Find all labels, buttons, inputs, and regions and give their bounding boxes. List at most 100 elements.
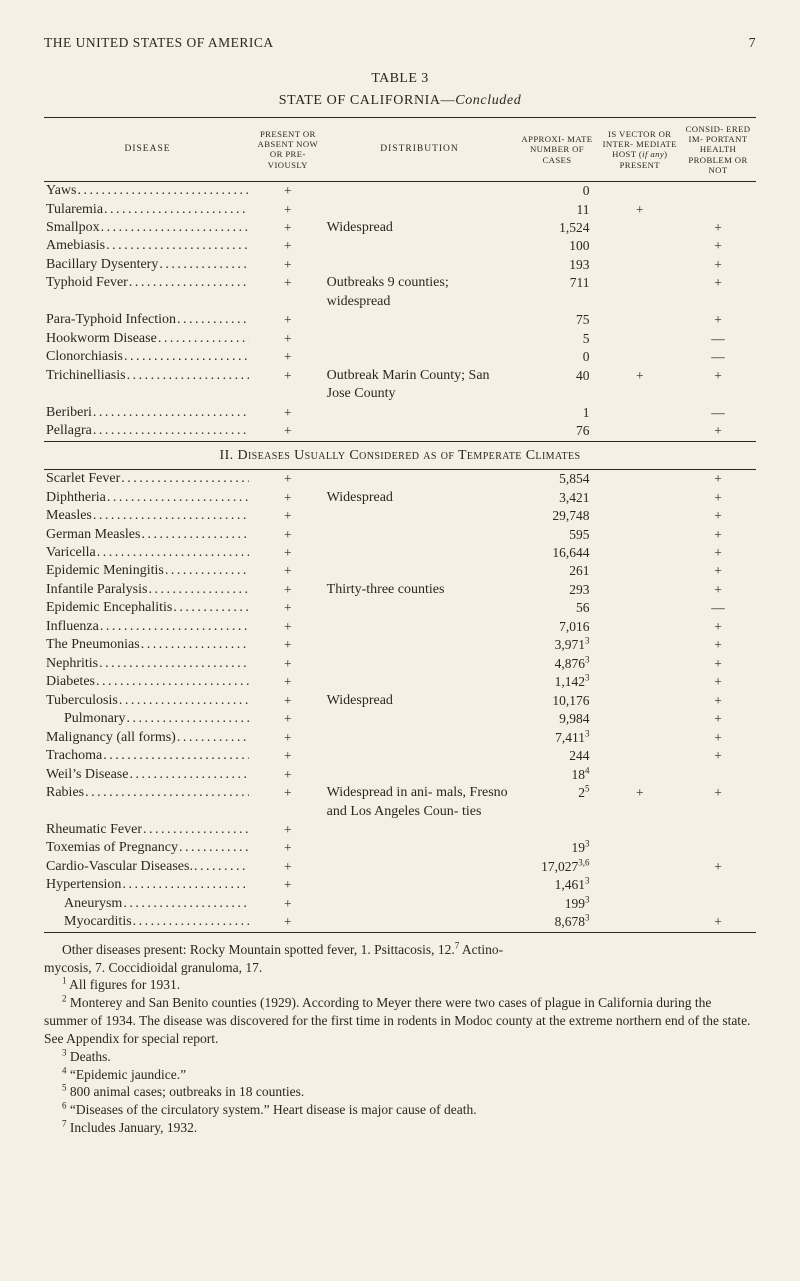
footnote-2-text: Monterey and San Benito counties (1929).…: [44, 995, 750, 1046]
present-cell: +: [251, 895, 325, 913]
table-row: Epidemic Encephalitis+56—: [44, 599, 756, 617]
consid-cell: +: [680, 729, 756, 747]
col-approx: APPROXI- MATE NUMBER OF CASES: [514, 117, 599, 181]
vector-cell: [600, 274, 681, 311]
present-cell: +: [251, 655, 325, 673]
disease-cell: Rheumatic Fever: [44, 821, 251, 839]
disease-label: Bacillary Dysentery: [46, 256, 159, 274]
table-row: The Pneumonias+3,9713+: [44, 636, 756, 654]
table-row: Hypertension+1,4613: [44, 876, 756, 894]
approx-cell: 1: [514, 404, 599, 422]
approx-cell: 3,421: [514, 489, 599, 507]
approx-cell: 244: [514, 747, 599, 765]
approx-cell: 5,854: [514, 470, 599, 489]
consid-cell: —: [680, 348, 756, 366]
disease-label: The Pneumonias: [46, 636, 141, 654]
disease-cell: Diphtheria: [44, 489, 251, 507]
distribution-cell: [325, 858, 515, 876]
disease-cell: Tularemia: [44, 201, 251, 219]
table-row: Bacillary Dysentery+193+: [44, 256, 756, 274]
disease-label: Trichinelliasis: [46, 367, 127, 385]
disease-label: Amebiasis: [46, 237, 106, 255]
consid-cell: +: [680, 219, 756, 237]
table-body-section-2: Scarlet Fever+5,854+Diphtheria+Widesprea…: [44, 470, 756, 933]
table-row: Diabetes+1,1423+: [44, 673, 756, 691]
consid-cell: +: [680, 489, 756, 507]
present-cell: +: [251, 747, 325, 765]
distribution-cell: [325, 256, 515, 274]
present-cell: +: [251, 219, 325, 237]
disease-cell: Scarlet Fever: [44, 470, 251, 489]
footnote-7-text: Includes January, 1932.: [70, 1120, 197, 1135]
consid-cell: +: [680, 655, 756, 673]
distribution-cell: Thirty-three counties: [325, 581, 515, 599]
table-row: Rabies+Widespread in ani- mals, Fresno a…: [44, 784, 756, 821]
disease-cell: Weil’s Disease: [44, 766, 251, 784]
vector-cell: [600, 729, 681, 747]
vector-cell: [600, 839, 681, 857]
table-row: Tuberculosis+Widespread10,176+: [44, 692, 756, 710]
disease-label: Rheumatic Fever: [46, 821, 143, 839]
distribution-cell: [325, 839, 515, 857]
distribution-cell: [325, 330, 515, 348]
vector-cell: [600, 636, 681, 654]
present-cell: +: [251, 913, 325, 932]
disease-cell: Myocarditis: [44, 913, 251, 932]
present-cell: +: [251, 507, 325, 525]
vector-cell: [600, 526, 681, 544]
disease-cell: Infantile Paralysis: [44, 581, 251, 599]
leader-dots: [106, 237, 249, 255]
vector-cell: [600, 237, 681, 255]
approx-cell: 1993: [514, 895, 599, 913]
footnote-2: 2 Monterey and San Benito counties (1929…: [44, 994, 756, 1047]
leader-dots: [93, 404, 249, 422]
disease-cell: Toxemias of Pregnancy: [44, 839, 251, 857]
disease-label: Epidemic Meningitis: [46, 562, 165, 580]
leader-dots: [93, 422, 249, 440]
vector-cell: [600, 348, 681, 366]
col-distribution: distribution: [325, 117, 515, 181]
table-title: STATE OF CALIFORNIA—Concluded: [44, 92, 756, 110]
disease-label: Yaws: [46, 182, 77, 200]
approx-cell: 0: [514, 182, 599, 201]
approx-sup: 3: [585, 673, 590, 683]
vector-cell: [600, 470, 681, 489]
approx-cell: 8,6783: [514, 913, 599, 932]
vector-cell: [600, 256, 681, 274]
disease-cell: Trachoma: [44, 747, 251, 765]
table-row: Beriberi+1—: [44, 404, 756, 422]
disease-cell: Trichinelliasis: [44, 367, 251, 404]
present-cell: +: [251, 182, 325, 201]
leader-dots: [97, 544, 249, 562]
vector-cell: [600, 404, 681, 422]
distribution-cell: Widespread in ani- mals, Fresno and Los …: [325, 784, 515, 821]
table-title-italic: Concluded: [455, 93, 521, 108]
disease-label: Weil’s Disease: [46, 766, 129, 784]
distribution-cell: [325, 747, 515, 765]
consid-cell: +: [680, 274, 756, 311]
present-cell: +: [251, 256, 325, 274]
distribution-cell: [325, 821, 515, 839]
approx-cell: 193: [514, 839, 599, 857]
approx-sup: 5: [585, 784, 590, 794]
table-number: TABLE 3: [44, 70, 756, 88]
consid-cell: +: [680, 526, 756, 544]
distribution-cell: [325, 876, 515, 894]
disease-label: Diphtheria: [46, 489, 107, 507]
present-cell: +: [251, 404, 325, 422]
table-row: Toxemias of Pregnancy+193: [44, 839, 756, 857]
distribution-cell: [325, 182, 515, 201]
leader-dots: [103, 747, 249, 765]
footnote-3: 3 Deaths.: [44, 1048, 756, 1066]
vector-cell: [600, 422, 681, 441]
disease-cell: German Measles: [44, 526, 251, 544]
vector-cell: [600, 858, 681, 876]
consid-cell: +: [680, 256, 756, 274]
table-row: Infantile Paralysis+Thirty-three countie…: [44, 581, 756, 599]
disease-label: Para-Typhoid Infection: [46, 311, 177, 329]
disease-cell: Beriberi: [44, 404, 251, 422]
disease-label: Pulmonary: [46, 710, 126, 728]
vector-cell: [600, 895, 681, 913]
approx-cell: 293: [514, 581, 599, 599]
distribution-cell: [325, 526, 515, 544]
